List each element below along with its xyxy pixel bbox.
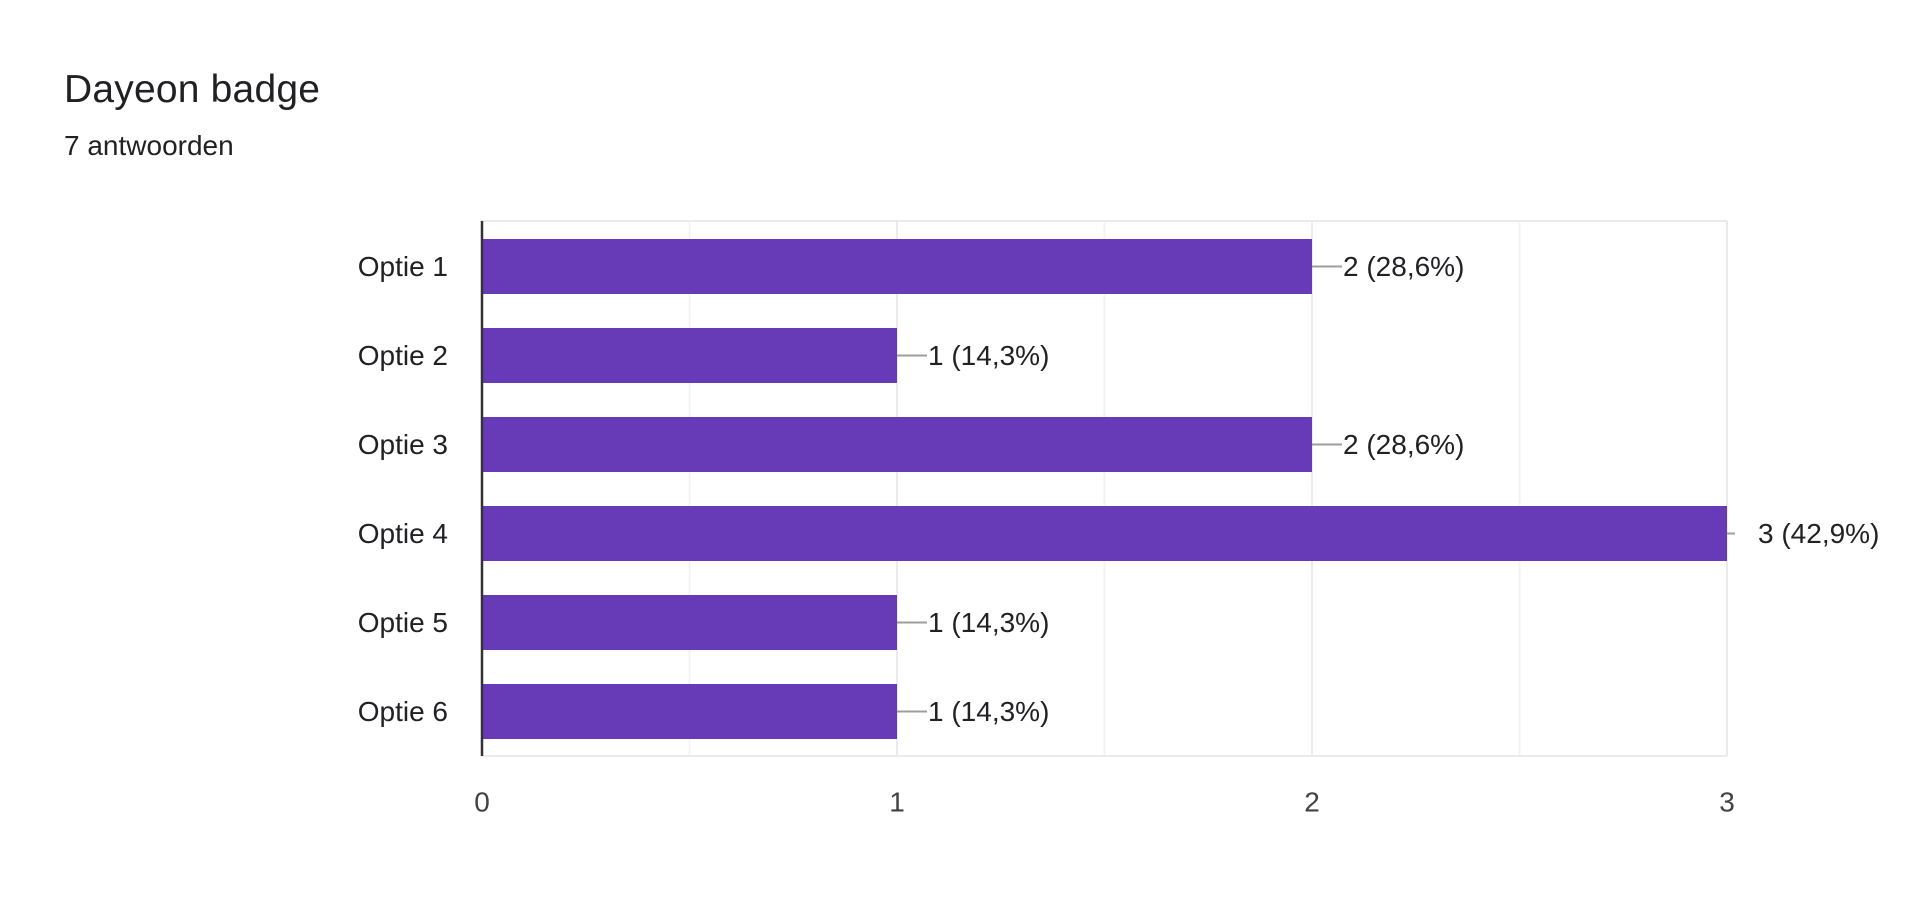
bar-1 (482, 239, 1312, 294)
category-label-2: Optie 2 (358, 340, 448, 371)
data-label-5: 1 (14,3%) (928, 607, 1049, 638)
response-count: 7 antwoorden (64, 130, 234, 161)
chart-title: Dayeon badge (64, 68, 321, 111)
x-tick-label: 3 (1719, 787, 1735, 818)
category-label-5: Optie 5 (358, 607, 448, 638)
x-tick-label: 1 (889, 787, 905, 818)
bar-4 (482, 506, 1727, 561)
bar-3 (482, 417, 1312, 472)
data-label-2: 1 (14,3%) (928, 340, 1049, 371)
data-label-6: 1 (14,3%) (928, 696, 1049, 727)
category-label-3: Optie 3 (358, 429, 448, 460)
data-label-1: 2 (28,6%) (1343, 251, 1464, 282)
x-tick-label: 2 (1304, 787, 1320, 818)
category-label-1: Optie 1 (358, 251, 448, 282)
category-label-4: Optie 4 (358, 518, 448, 549)
bar-5 (482, 595, 897, 650)
category-label-6: Optie 6 (358, 696, 448, 727)
data-label-4: 3 (42,9%) (1758, 518, 1879, 549)
bar-2 (482, 328, 897, 383)
bar-6 (482, 684, 897, 739)
x-tick-label: 0 (474, 787, 490, 818)
data-label-3: 2 (28,6%) (1343, 429, 1464, 460)
